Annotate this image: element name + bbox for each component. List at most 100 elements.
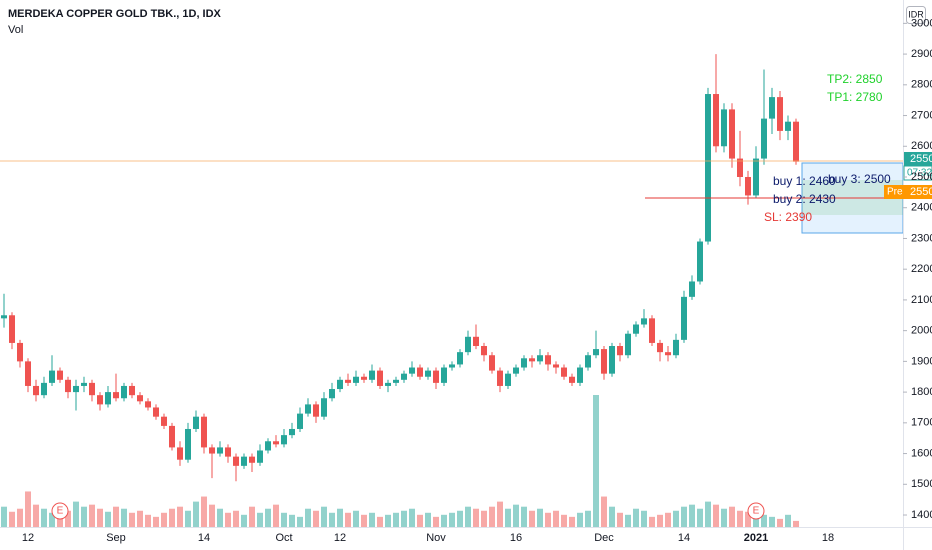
pre-label: Pre [887,187,903,198]
candle-body [9,315,15,343]
volume-bar [177,506,183,527]
volume-bar [1,506,7,527]
volume-bar [89,504,95,527]
pre-tag [884,185,904,199]
candle-body [457,352,463,365]
pre-price-tag [904,185,932,199]
candle-body [153,407,159,417]
candle-body [209,447,215,454]
volume-bar [649,516,655,527]
volume-bar [441,514,447,527]
volume-bar [761,514,767,527]
candle-body [257,450,263,463]
volume-bar [249,506,255,527]
candle-body [105,392,111,405]
volume-bar [401,510,407,527]
volume-bar [673,510,679,527]
volume-bar [777,518,783,527]
candle-body [729,109,735,159]
candle-body [201,416,207,448]
candle-body [305,404,311,414]
volume-bar [153,516,159,527]
candle-body [25,361,31,386]
volume-bar [57,514,63,527]
annotation: buy 1: 2460 [773,174,836,188]
candle-body [633,324,639,334]
candle-body [713,94,719,147]
candle-body [505,373,511,386]
candle-body [41,382,47,396]
candle-body [657,342,663,353]
y-tick-label: 1900 [911,355,932,367]
volume-bar [257,512,263,527]
volume-bar [697,508,703,527]
candle-body [473,336,479,347]
volume-bar [625,514,631,527]
y-tick-label: 2000 [911,325,932,337]
candle-body [1,315,7,319]
candle-body [225,447,231,457]
y-tick-label: 1700 [911,417,932,429]
volume-bar [233,510,239,527]
candle-body [721,109,727,147]
candle-body [329,389,335,399]
y-tick-label: 1500 [911,478,932,490]
candle-body [417,367,423,377]
annotation: SL: 2390 [764,210,812,224]
candle-body [161,416,167,426]
event-marker[interactable] [51,502,69,520]
volume-bar [273,504,279,527]
volume-bar [561,514,567,527]
candle-body [217,447,223,454]
candle-body [129,385,135,396]
y-tick-label: 2800 [911,79,932,91]
volume-bar [585,510,591,527]
candle-body [265,441,271,451]
candle-body [377,370,383,386]
x-tick-label: 16 [510,532,522,544]
volume-bar [737,510,743,527]
volume-bar [81,506,87,527]
candle-body [617,346,623,356]
currency-label: IDR [908,9,924,19]
candle-body [537,355,543,362]
volume-bar [185,510,191,527]
volume-bar [241,514,247,527]
volume-bar [209,504,215,527]
volume-bar [569,516,575,527]
candle-body [793,121,799,162]
volume-bar [297,516,303,527]
candle-body [57,370,63,380]
volume-label: Vol [8,24,23,36]
candle-body [465,336,471,353]
candle-body [697,241,703,282]
candle-body [593,349,599,356]
y-tick-label: 2300 [911,232,932,244]
candle-body [761,118,767,159]
candle-body [745,176,751,196]
candle-body [33,385,39,396]
y-tick-label: 2700 [911,109,932,121]
candle-body [97,395,103,405]
event-marker[interactable] [747,502,765,520]
x-tick-label: Sep [106,532,126,544]
volume-bar [129,512,135,527]
candle-body [193,416,199,429]
currency-box[interactable] [906,6,926,24]
candle-body [649,318,655,343]
candle-body [609,346,615,374]
candle-body [601,349,607,374]
candle-body [553,364,559,368]
volume-bar [289,514,295,527]
x-tick-label: 12 [334,532,346,544]
volume-bar [97,508,103,527]
candle-body [233,456,239,466]
volume-bar [265,508,271,527]
volume-bar [217,508,223,527]
volume-bar [433,516,439,527]
x-tick-label: Dec [594,532,614,544]
y-tick-label: 1800 [911,386,932,398]
volume-bar [665,512,671,527]
